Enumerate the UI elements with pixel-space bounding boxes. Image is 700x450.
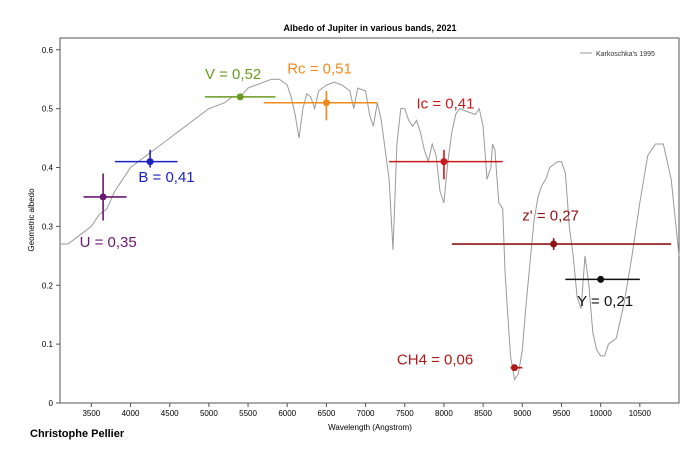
- band-label: Rc = 0,51: [287, 60, 352, 77]
- spectrum-series-line: [60, 78, 680, 381]
- x-tick-label: 6500: [318, 409, 336, 418]
- y-axis: 0 0.1 0.2 0.3 0.4 0.5 0.6: [42, 46, 60, 408]
- x-tick-label: 3500: [82, 409, 100, 418]
- band-point: Ic = 0,41: [389, 96, 503, 180]
- band-marker: [550, 240, 558, 248]
- y-tick-label: 0.6: [42, 46, 54, 55]
- y-tick-label: 0: [49, 399, 54, 408]
- x-tick-label: 4000: [122, 409, 140, 418]
- x-tick-label: 7000: [357, 409, 375, 418]
- x-tick-label: 7500: [396, 409, 414, 418]
- band-point: Rc = 0,51: [263, 60, 378, 121]
- y-tick-label: 0.3: [42, 222, 54, 231]
- band-marker: [510, 364, 518, 372]
- x-tick-label: 10500: [629, 409, 652, 418]
- band-label: B = 0,41: [138, 169, 194, 186]
- x-axis: 3500 4000 4500 5000 5500 6000 6500 7000 7500 8000…: [82, 403, 651, 418]
- band-point: CH4 = 0,06: [397, 352, 523, 372]
- x-tick-label: 8000: [435, 409, 453, 418]
- band-point: Y = 0,21: [565, 275, 640, 310]
- author-credit: Christophe Pellier: [30, 428, 125, 440]
- x-axis-label: Wavelength (Angstrom): [328, 423, 412, 432]
- band-point: z' = 0,27: [451, 208, 672, 250]
- band-point: V = 0,52: [204, 66, 276, 101]
- band-label: Ic = 0,41: [417, 96, 475, 113]
- x-tick-label: 6000: [278, 409, 296, 418]
- band-measurements: U = 0,35 B = 0,41 V = 0,52 Rc = 0,51 Ic = 0,…: [80, 60, 672, 372]
- y-tick-label: 0.5: [42, 105, 54, 114]
- x-tick-label: 8500: [474, 409, 492, 418]
- band-label: z' = 0,27: [522, 208, 579, 225]
- chart-title: Albedo of Jupiter in various bands, 2021: [283, 23, 456, 33]
- x-tick-label: 9000: [513, 409, 531, 418]
- y-axis-label: Geometric albedo: [27, 188, 36, 252]
- band-label: Y = 0,21: [577, 293, 633, 310]
- band-point: B = 0,41: [114, 149, 195, 186]
- band-point: U = 0,35: [80, 173, 137, 251]
- y-tick-label: 0.4: [42, 164, 54, 173]
- y-tick-label: 0.1: [42, 340, 54, 349]
- y-tick-label: 0.2: [42, 281, 54, 290]
- x-tick-label: 10000: [590, 409, 613, 418]
- x-tick-label: 9500: [553, 409, 571, 418]
- band-marker: [597, 275, 605, 283]
- x-tick-label: 5000: [200, 409, 218, 418]
- band-marker: [146, 158, 154, 166]
- band-label: CH4 = 0,06: [397, 352, 473, 369]
- legend-label: Karkoschka's 1995: [596, 51, 655, 58]
- legend: Karkoschka's 1995: [580, 51, 655, 58]
- x-tick-label: 4500: [161, 409, 179, 418]
- band-marker: [440, 158, 448, 166]
- x-tick-label: 5500: [239, 409, 257, 418]
- plot-area: [59, 37, 680, 404]
- band-label: V = 0,52: [205, 66, 261, 83]
- band-label: U = 0,35: [80, 234, 137, 251]
- band-marker: [99, 193, 107, 201]
- band-marker: [322, 99, 330, 107]
- band-marker: [236, 93, 244, 101]
